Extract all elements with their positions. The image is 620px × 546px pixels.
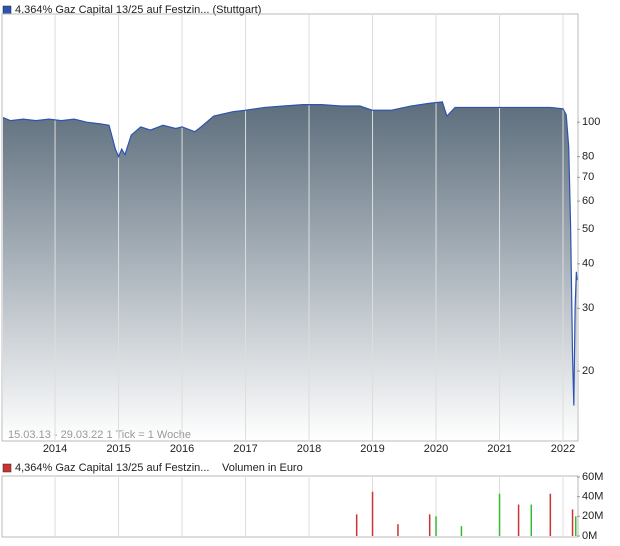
x-tick-label: 2015 (106, 443, 130, 455)
bar (460, 526, 463, 536)
bar (355, 514, 358, 536)
x-tick-label: 2019 (360, 443, 384, 455)
note: 15.03.13 - 29.03.22 1 Tick = 1 Woche (8, 429, 191, 441)
y-tick-label: 40 (582, 258, 594, 270)
plot-frame (1, 13, 579, 442)
x-tick-label: 2020 (424, 443, 448, 455)
bar (397, 524, 399, 536)
x-tick-label: 2017 (233, 443, 257, 455)
bar (549, 493, 552, 536)
y-tick-label: 30 (582, 302, 594, 314)
y-tick-label: 60 (582, 195, 594, 207)
y-tick-label: 80 (582, 151, 594, 163)
y-tick-label: 20M (582, 510, 603, 522)
bar (428, 514, 431, 536)
y-tick-label: 50 (582, 223, 594, 235)
y-tick-label: 70 (582, 171, 594, 183)
legend: 4,364% Gaz Capital 13/25 auf Festzin... … (15, 4, 261, 16)
x-tick-label: 2016 (170, 443, 194, 455)
bar (571, 509, 574, 536)
x-tick-label: 2021 (487, 443, 511, 455)
bar (530, 504, 533, 536)
legend: 4,364% Gaz Capital 13/25 auf Festzin... (15, 462, 209, 474)
bar (435, 516, 437, 536)
area (3, 101, 577, 440)
y-tick-label: 40M (582, 491, 603, 503)
bar (498, 493, 501, 536)
legend-swatch (2, 5, 12, 15)
y-tick-label: 60M (582, 471, 603, 483)
plot-frame (1, 475, 579, 538)
bar (371, 491, 374, 536)
y-tick-label: 0M (582, 530, 597, 542)
x-tick-label: 2018 (297, 443, 321, 455)
legend-swatch (2, 463, 12, 473)
y-tick-label: 100 (582, 116, 600, 128)
x-tick-label: 2014 (43, 443, 67, 455)
x-tick-label: 2022 (551, 443, 575, 455)
y-axis-label: Volumen in Euro (222, 462, 303, 474)
bar (517, 504, 520, 536)
bar (574, 516, 577, 536)
y-tick-label: 20 (582, 365, 594, 377)
line (2, 101, 578, 406)
